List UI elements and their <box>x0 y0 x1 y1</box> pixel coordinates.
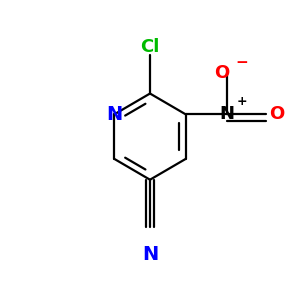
Text: N: N <box>106 105 122 124</box>
Text: −: − <box>236 55 248 70</box>
Text: N: N <box>220 105 235 123</box>
Text: +: + <box>236 95 247 108</box>
Text: N: N <box>142 244 158 263</box>
Text: Cl: Cl <box>140 38 160 56</box>
Text: O: O <box>214 64 230 82</box>
Text: O: O <box>269 105 284 123</box>
